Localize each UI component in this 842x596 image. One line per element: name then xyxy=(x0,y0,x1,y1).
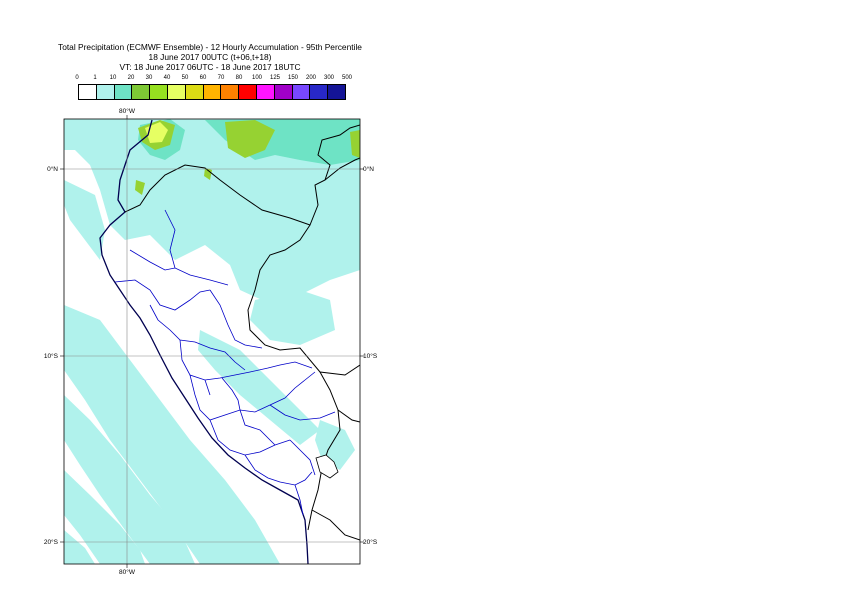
lon-label-bottom: 80°W xyxy=(119,568,136,576)
lat-label-left: 0°N xyxy=(47,165,58,173)
lat-label-right: 10°S xyxy=(363,352,378,360)
lat-label-left: 10°S xyxy=(44,352,59,360)
lat-label-right: 20°S xyxy=(363,538,378,546)
lat-label-left: 20°S xyxy=(44,538,59,546)
lon-label-top: 80°W xyxy=(119,107,136,115)
lat-label-right: 0°N xyxy=(363,165,374,173)
